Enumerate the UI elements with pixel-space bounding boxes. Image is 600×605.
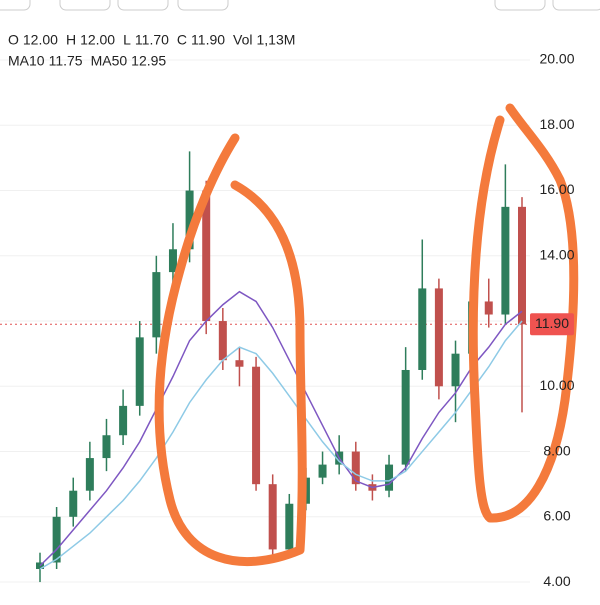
ohlc-label: H — [66, 32, 76, 48]
candle-body — [518, 206, 526, 325]
hand-drawn-circle — [154, 133, 307, 567]
toolbar-button[interactable] — [0, 0, 31, 11]
candle-body — [168, 249, 177, 273]
hand-drawn-circle — [468, 103, 579, 523]
candle-body — [235, 360, 244, 367]
candle-body — [401, 369, 410, 465]
candle-body — [434, 288, 443, 387]
y-tick-label: 8.00 — [543, 442, 570, 458]
toolbar-button[interactable] — [494, 0, 546, 11]
candle-body — [484, 301, 493, 315]
candle-body — [268, 484, 277, 550]
candle-body — [418, 288, 427, 370]
candle-body — [318, 464, 327, 478]
candle-body — [102, 435, 111, 459]
y-tick-label: 4.00 — [543, 573, 570, 589]
candle-body — [152, 272, 161, 338]
ohlc-label: O — [8, 32, 19, 48]
candle-body — [451, 353, 460, 387]
legend-value: 12.95 — [131, 53, 166, 69]
candle-body — [202, 190, 211, 322]
toolbar-button[interactable] — [59, 0, 111, 11]
y-tick-label: 20.00 — [539, 51, 574, 67]
y-tick-label: 14.00 — [539, 246, 574, 262]
candle-body — [69, 490, 78, 517]
annotations — [154, 103, 579, 567]
toolbar — [0, 0, 600, 11]
ohlc-label: C — [177, 32, 187, 48]
ohlc-label: L — [123, 32, 131, 48]
ohlc-value: 11.70 — [135, 32, 169, 48]
y-tick-label: 10.00 — [539, 377, 574, 393]
candle-body — [501, 206, 510, 315]
toolbar-button[interactable] — [117, 0, 169, 11]
price-tag — [530, 313, 574, 336]
toolbar-button[interactable] — [177, 0, 229, 11]
candle-body — [218, 321, 227, 361]
y-tick-label: 18.00 — [539, 116, 574, 132]
candle-body — [85, 458, 94, 491]
ohlc-value: 1,13M — [257, 32, 296, 48]
ma-line — [39, 290, 523, 567]
candle-body — [52, 516, 61, 563]
y-tick-label: 16.00 — [539, 181, 574, 197]
candle-body — [119, 405, 128, 436]
legend-value: 11.75 — [49, 53, 83, 69]
candle-body — [385, 464, 394, 491]
candle-body — [252, 366, 261, 485]
candle-body — [185, 190, 194, 250]
ohlc-label: Vol — [233, 32, 252, 48]
ma-line — [39, 320, 523, 570]
price-tag-label: 11.90 — [535, 315, 569, 331]
candle-body — [135, 337, 144, 406]
y-tick-label: 6.00 — [543, 508, 570, 524]
ohlc-value: 12.00 — [23, 32, 58, 48]
candle-body — [351, 451, 360, 485]
toolbar-button[interactable] — [552, 0, 600, 11]
legend-label: MA50 — [91, 53, 128, 69]
ohlc-value: 12.00 — [80, 32, 115, 48]
candle-body — [285, 503, 294, 550]
legend-label: MA10 — [8, 53, 45, 69]
ohlc-value: 11.90 — [191, 32, 225, 48]
